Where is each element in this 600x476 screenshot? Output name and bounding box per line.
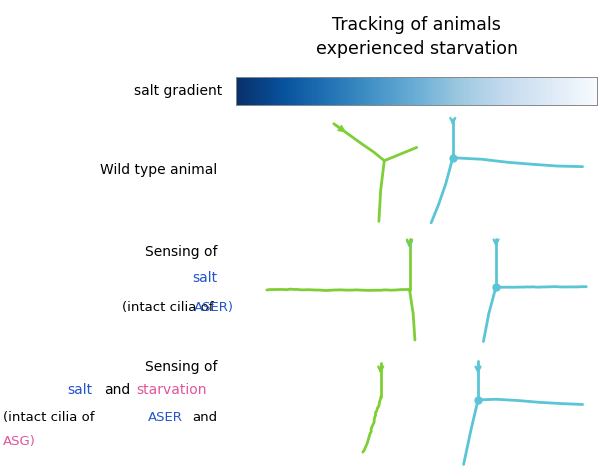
Text: ASER): ASER) [194,301,233,314]
Text: and: and [104,383,131,397]
Text: (intact cilia of: (intact cilia of [122,301,217,314]
Text: and: and [192,411,217,424]
Text: salt gradient: salt gradient [134,84,222,98]
Text: Tracking of animals
experienced starvation: Tracking of animals experienced starvati… [316,16,518,58]
Text: salt: salt [68,383,92,397]
Text: ASG): ASG) [3,435,36,448]
Text: Sensing of: Sensing of [145,360,217,374]
Text: starvation: starvation [137,383,207,397]
Text: Wild type animal: Wild type animal [100,163,217,177]
Text: ASER: ASER [148,411,183,424]
Text: (intact cilia of: (intact cilia of [3,411,99,424]
Text: salt: salt [192,271,217,285]
Text: Sensing of: Sensing of [145,245,217,259]
